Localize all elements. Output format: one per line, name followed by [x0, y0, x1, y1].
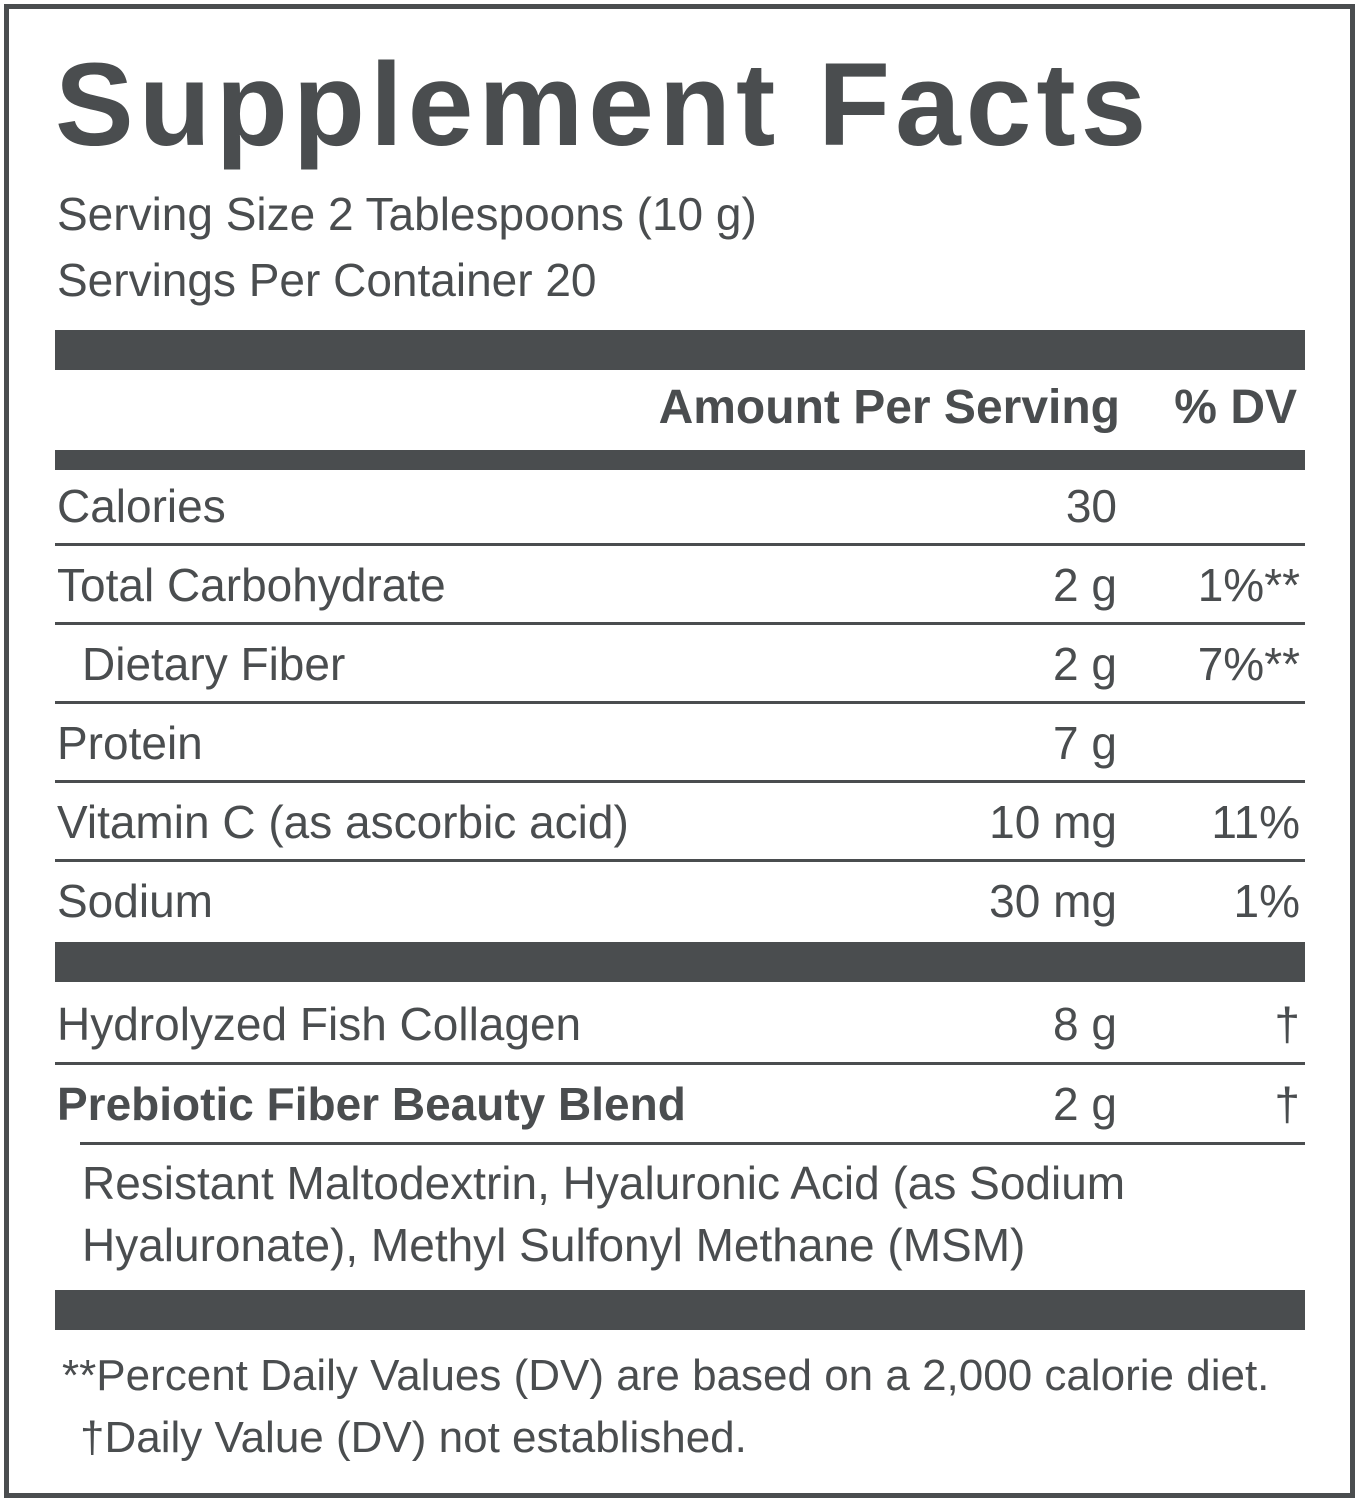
- serving-size: Serving Size 2 Tablespoons (10 g): [57, 188, 757, 240]
- row-dv: 1%: [1233, 875, 1300, 927]
- title: Supplement Facts: [55, 39, 1152, 171]
- label-border: [4, 4, 1355, 1498]
- row-dv: 1%**: [1197, 559, 1300, 611]
- row-name: Sodium: [57, 875, 213, 927]
- servings-per-container: Servings Per Container 20: [57, 254, 597, 306]
- footnote: **Percent Daily Values (DV) are based on…: [62, 1351, 1270, 1400]
- footnote: †Daily Value (DV) not established.: [80, 1413, 747, 1462]
- row-name: Dietary Fiber: [82, 638, 346, 690]
- row-amount: 8 g: [1053, 998, 1117, 1050]
- blend-line: Hyaluronate), Methyl Sulfonyl Methane (M…: [82, 1219, 1026, 1271]
- row-name: Total Carbohydrate: [57, 559, 446, 611]
- row-divider: [55, 780, 1305, 783]
- dv-header: % DV: [1174, 381, 1297, 434]
- row-amount: 7 g: [1053, 717, 1117, 769]
- row-amount: 2 g: [1053, 559, 1117, 611]
- row-name: Protein: [57, 717, 203, 769]
- row-divider: [55, 622, 1305, 625]
- thick-bar: [55, 942, 1305, 982]
- row-dv: 7%**: [1197, 638, 1300, 690]
- row-divider: [55, 1062, 1305, 1065]
- row-dv: 11%: [1211, 796, 1300, 848]
- thick-bar: [55, 330, 1305, 370]
- row-name: Prebiotic Fiber Beauty Blend: [57, 1078, 686, 1130]
- row-divider: [80, 1142, 1305, 1145]
- blend-line: Resistant Maltodextrin, Hyaluronic Acid …: [82, 1157, 1126, 1209]
- row-dv: †: [1274, 1078, 1300, 1130]
- row-amount: 2 g: [1053, 1078, 1117, 1130]
- row-dv: †: [1274, 998, 1300, 1050]
- row-name: Vitamin C (as ascorbic acid): [57, 796, 629, 848]
- row-divider: [55, 543, 1305, 546]
- row-name: Hydrolyzed Fish Collagen: [57, 998, 582, 1050]
- row-amount: 10 mg: [989, 796, 1117, 848]
- thick-bar: [55, 450, 1305, 470]
- row-name: Calories: [57, 480, 226, 532]
- row-amount: 30 mg: [989, 875, 1117, 927]
- row-amount: 2 g: [1053, 638, 1117, 690]
- row-divider: [55, 859, 1305, 862]
- row-amount: 30: [1065, 480, 1117, 532]
- amount-header: Amount Per Serving: [658, 381, 1120, 434]
- thick-bar: [55, 1290, 1305, 1330]
- row-divider: [55, 701, 1305, 704]
